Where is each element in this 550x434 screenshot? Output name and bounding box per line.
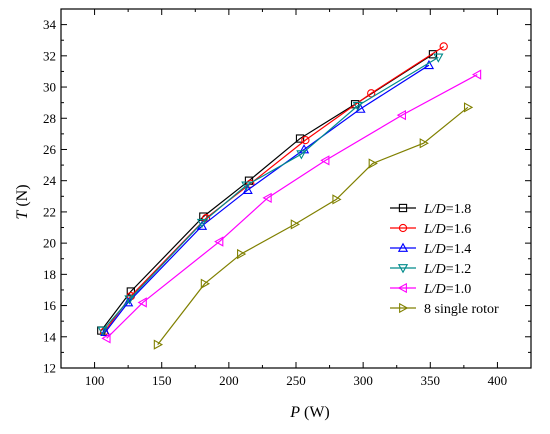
data-point bbox=[126, 287, 135, 296]
data-point bbox=[367, 89, 376, 98]
legend-entry: L/D=1.8 bbox=[390, 202, 471, 217]
legend-label: L/D=1.4 bbox=[423, 242, 471, 257]
legend-label: L/D=1.0 bbox=[423, 282, 471, 297]
y-tick-label: 24 bbox=[43, 173, 57, 188]
data-point bbox=[419, 138, 429, 149]
data-point bbox=[153, 339, 164, 350]
y-tick-label: 28 bbox=[43, 111, 56, 126]
legend-marker bbox=[399, 302, 409, 314]
y-tick-label: 30 bbox=[43, 80, 56, 95]
y-tick-label: 34 bbox=[43, 17, 57, 32]
x-tick-label: 400 bbox=[488, 373, 508, 388]
series-5 bbox=[101, 69, 482, 344]
y-axis-label: T (N) bbox=[14, 184, 31, 219]
data-point bbox=[396, 110, 406, 121]
y-tick-label: 26 bbox=[43, 142, 57, 157]
legend-marker bbox=[397, 282, 407, 294]
legend-label: L/D=1.6 bbox=[423, 222, 471, 237]
y-tick-label: 12 bbox=[43, 361, 56, 376]
y-tick-label: 18 bbox=[43, 267, 56, 282]
tick-marks bbox=[60, 9, 532, 369]
data-point bbox=[301, 135, 310, 145]
data-point bbox=[352, 101, 363, 112]
y-tick-label: 20 bbox=[43, 236, 56, 251]
y-tick-label: 14 bbox=[43, 329, 57, 344]
series-line bbox=[104, 64, 430, 333]
series-line bbox=[157, 106, 469, 345]
series-4 bbox=[97, 53, 444, 336]
legend-marker bbox=[398, 203, 408, 213]
series-6 bbox=[153, 102, 474, 350]
legend-marker bbox=[397, 264, 409, 274]
series-line bbox=[100, 53, 434, 331]
x-tick-label: 250 bbox=[286, 373, 306, 388]
data-point bbox=[97, 326, 108, 336]
legend-entry: 8 single rotor bbox=[390, 302, 499, 317]
data-point bbox=[200, 278, 211, 289]
legend-marker bbox=[398, 223, 408, 233]
tick-labels: 100 150 200 250 300 350 400 12 14 16 18 20 22 24 26 28 3… bbox=[43, 17, 507, 388]
data-point bbox=[368, 158, 378, 169]
x-tick-label: 300 bbox=[353, 373, 373, 388]
data-point bbox=[100, 326, 111, 337]
data-point bbox=[290, 219, 300, 230]
data-point bbox=[433, 53, 444, 63]
data-point bbox=[295, 134, 305, 143]
legend: L/D=1.8 L/D=1.6 L/D=1.4 L/D=1.2 L/D=1.0 8 sin… bbox=[390, 202, 499, 317]
data-point bbox=[214, 236, 224, 247]
data-point bbox=[124, 295, 135, 305]
data-point bbox=[262, 192, 272, 203]
series-line bbox=[102, 56, 439, 331]
data-point bbox=[137, 297, 147, 308]
legend-entry: L/D=1.2 bbox=[390, 262, 471, 277]
data-point bbox=[101, 333, 111, 344]
data-point bbox=[320, 155, 330, 166]
data-point bbox=[463, 102, 474, 113]
data-point bbox=[201, 214, 211, 223]
legend-label: 8 single rotor bbox=[424, 302, 499, 317]
y-tick-label: 32 bbox=[43, 48, 56, 63]
data-point bbox=[439, 42, 448, 51]
x-tick-label: 350 bbox=[421, 373, 441, 388]
data-point bbox=[196, 218, 208, 229]
data-point bbox=[332, 194, 342, 205]
legend-entry: L/D=1.6 bbox=[390, 222, 471, 237]
series-line bbox=[106, 74, 478, 339]
legend-label: L/D=1.2 bbox=[423, 262, 471, 277]
data-point bbox=[242, 184, 253, 194]
x-tick-label: 150 bbox=[152, 373, 172, 388]
x-tick-label: 200 bbox=[219, 373, 239, 388]
x-tick-label: 100 bbox=[85, 373, 105, 388]
legend-marker bbox=[397, 242, 409, 252]
data-point bbox=[241, 181, 252, 191]
y-tick-label: 16 bbox=[43, 298, 57, 313]
legend-label: L/D=1.8 bbox=[423, 202, 471, 217]
x-axis-label: P (W) bbox=[289, 404, 330, 421]
data-point bbox=[237, 248, 247, 260]
legend-entry: L/D=1.4 bbox=[390, 242, 471, 257]
series-layer bbox=[97, 42, 482, 350]
y-tick-label: 22 bbox=[43, 204, 56, 219]
legend-entry: L/D=1.0 bbox=[390, 282, 471, 297]
data-point bbox=[296, 150, 307, 160]
data-point bbox=[471, 69, 482, 80]
series-line bbox=[103, 45, 445, 333]
